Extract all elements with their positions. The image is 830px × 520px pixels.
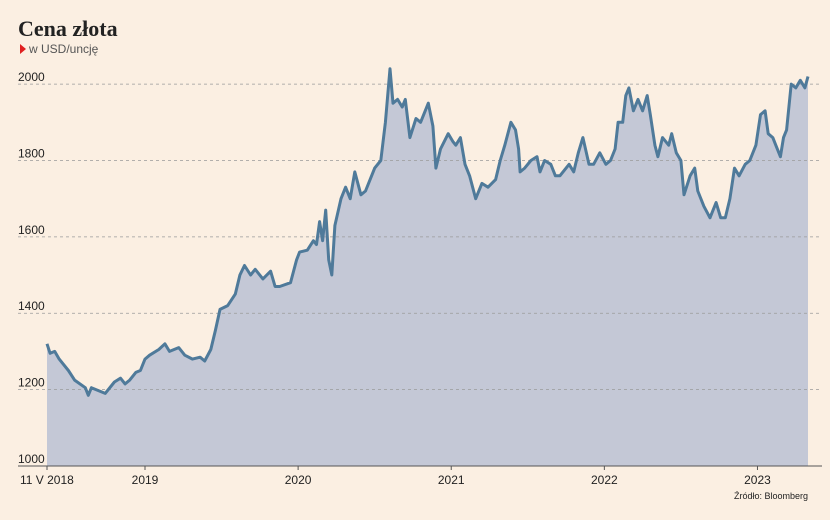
y-tick-label: 1400 xyxy=(18,299,45,313)
area xyxy=(47,68,808,467)
x-tick-label: 2020 xyxy=(285,473,312,487)
y-tick-label: 1800 xyxy=(18,146,45,160)
x-tick-label: 2022 xyxy=(591,473,618,487)
chart-title: Cena złota xyxy=(18,16,118,41)
y-tick-label: 1200 xyxy=(18,376,45,390)
x-tick-label: 2019 xyxy=(132,473,159,487)
chart-subtitle: w USD/uncję xyxy=(28,42,99,56)
y-tick-label: 1600 xyxy=(18,223,45,237)
y-tick-label: 2000 xyxy=(18,70,45,84)
source: Źródło: Bloomberg xyxy=(734,491,808,501)
x-tick-label: 2023 xyxy=(744,473,771,487)
subtitle-marker xyxy=(20,44,26,54)
y-tick-label: 1000 xyxy=(18,452,45,466)
x-tick-label: 2021 xyxy=(438,473,465,487)
x-tick-label: 11 V 2018 xyxy=(20,473,74,487)
line xyxy=(45,67,810,397)
